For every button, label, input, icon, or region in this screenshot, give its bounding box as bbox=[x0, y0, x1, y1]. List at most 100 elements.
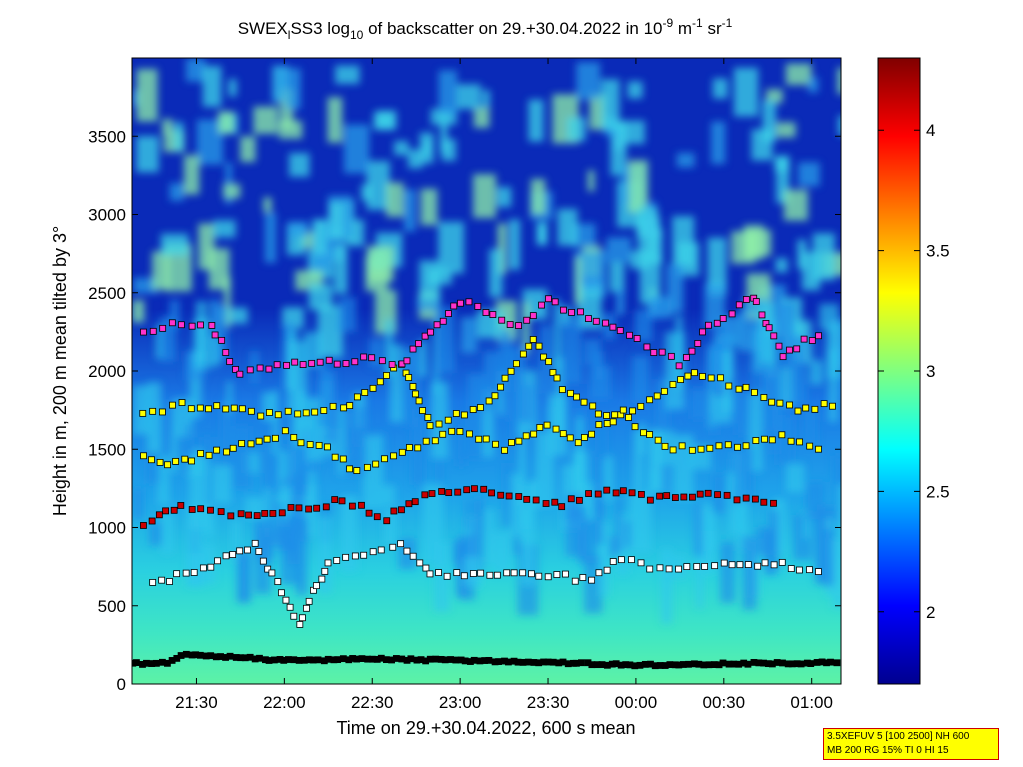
backscatter-cell bbox=[485, 509, 495, 566]
layer-marker bbox=[776, 399, 784, 407]
layer-marker bbox=[333, 360, 341, 368]
layer-marker bbox=[313, 582, 320, 590]
layer-marker bbox=[302, 409, 310, 417]
backscatter-cell bbox=[323, 371, 336, 443]
layer-marker bbox=[669, 381, 677, 388]
backscatter-cell bbox=[785, 463, 805, 493]
layer-marker bbox=[685, 660, 692, 668]
backscatter-cell bbox=[231, 425, 251, 489]
layer-marker bbox=[707, 374, 715, 382]
layer-marker bbox=[752, 298, 760, 305]
layer-marker bbox=[181, 455, 189, 463]
layer-marker bbox=[498, 316, 506, 324]
layer-marker bbox=[190, 569, 198, 576]
layer-marker bbox=[452, 410, 460, 417]
backscatter-cell bbox=[554, 357, 564, 434]
layer-marker bbox=[612, 489, 620, 497]
layer-marker bbox=[454, 488, 462, 496]
layer-marker bbox=[802, 404, 810, 412]
layer-marker bbox=[637, 559, 645, 567]
layer-marker bbox=[148, 456, 155, 464]
backscatter-cell bbox=[707, 237, 727, 290]
layer-marker bbox=[661, 442, 669, 450]
layer-marker bbox=[646, 431, 654, 439]
layer-marker bbox=[255, 437, 263, 445]
layer-marker bbox=[787, 565, 795, 572]
layer-marker bbox=[706, 444, 714, 452]
backscatter-cell bbox=[561, 317, 582, 384]
layer-marker bbox=[715, 442, 723, 450]
layer-marker bbox=[552, 425, 560, 433]
backscatter-cell bbox=[149, 522, 163, 546]
layer-marker bbox=[488, 489, 495, 497]
backscatter-cell bbox=[422, 484, 444, 564]
layer-marker bbox=[274, 578, 282, 586]
layer-marker bbox=[542, 500, 550, 507]
backscatter-cell bbox=[136, 68, 158, 122]
layer-marker bbox=[268, 569, 276, 577]
layer-marker bbox=[656, 492, 664, 500]
layer-marker bbox=[482, 435, 490, 443]
layer-marker bbox=[188, 457, 195, 465]
layer-marker bbox=[616, 327, 624, 334]
layer-marker bbox=[259, 557, 267, 565]
backscatter-cell bbox=[202, 65, 222, 107]
layer-marker bbox=[594, 490, 602, 498]
layer-marker bbox=[775, 342, 783, 350]
layer-marker bbox=[820, 400, 828, 408]
layer-marker bbox=[170, 506, 178, 514]
backscatter-cell bbox=[797, 239, 807, 270]
backscatter-cell bbox=[275, 66, 285, 101]
backscatter-cell bbox=[382, 485, 395, 507]
backscatter-cell bbox=[661, 548, 673, 624]
layer-marker bbox=[427, 328, 434, 336]
layer-marker bbox=[333, 557, 341, 564]
layer-marker bbox=[229, 551, 237, 558]
layer-marker bbox=[477, 569, 485, 577]
layer-marker bbox=[567, 495, 575, 503]
backscatter-cell bbox=[742, 536, 757, 610]
layer-marker bbox=[271, 434, 279, 442]
layer-marker bbox=[815, 445, 822, 453]
layer-marker bbox=[274, 411, 282, 419]
layer-marker bbox=[197, 450, 204, 457]
layer-marker bbox=[196, 651, 204, 659]
layer-marker bbox=[535, 572, 543, 580]
layer-marker bbox=[609, 323, 617, 331]
layer-marker bbox=[230, 404, 238, 412]
layer-marker bbox=[800, 335, 808, 343]
layer-marker bbox=[460, 411, 468, 419]
layer-marker bbox=[513, 360, 520, 368]
backscatter-cell bbox=[606, 237, 632, 263]
layer-marker bbox=[182, 650, 190, 658]
backscatter-cell bbox=[208, 248, 230, 290]
layer-marker bbox=[421, 491, 429, 499]
layer-marker bbox=[261, 510, 269, 517]
backscatter-cell bbox=[193, 448, 203, 477]
backscatter-cell bbox=[195, 301, 208, 363]
layer-marker bbox=[699, 328, 706, 336]
layer-marker bbox=[426, 422, 434, 430]
layer-marker bbox=[407, 655, 415, 663]
backscatter-cell bbox=[351, 407, 367, 476]
layer-marker bbox=[164, 461, 171, 469]
layer-marker bbox=[719, 659, 727, 667]
backscatter-cell bbox=[319, 366, 328, 426]
layer-marker bbox=[725, 382, 733, 390]
layer-marker bbox=[543, 421, 551, 429]
layer-marker bbox=[426, 570, 434, 578]
layer-marker bbox=[625, 414, 632, 421]
backscatter-cell bbox=[575, 417, 584, 487]
layer-marker bbox=[699, 373, 706, 380]
layer-marker bbox=[503, 569, 511, 577]
backscatter-cell bbox=[649, 295, 663, 319]
layer-marker bbox=[671, 494, 679, 501]
backscatter-cell bbox=[307, 471, 316, 537]
layer-marker bbox=[205, 451, 213, 459]
backscatter-cell bbox=[828, 349, 838, 422]
layer-marker bbox=[244, 546, 251, 554]
backscatter-cell bbox=[284, 68, 301, 110]
layer-marker bbox=[223, 448, 230, 456]
layer-marker bbox=[156, 458, 164, 466]
layer-marker bbox=[728, 561, 736, 569]
